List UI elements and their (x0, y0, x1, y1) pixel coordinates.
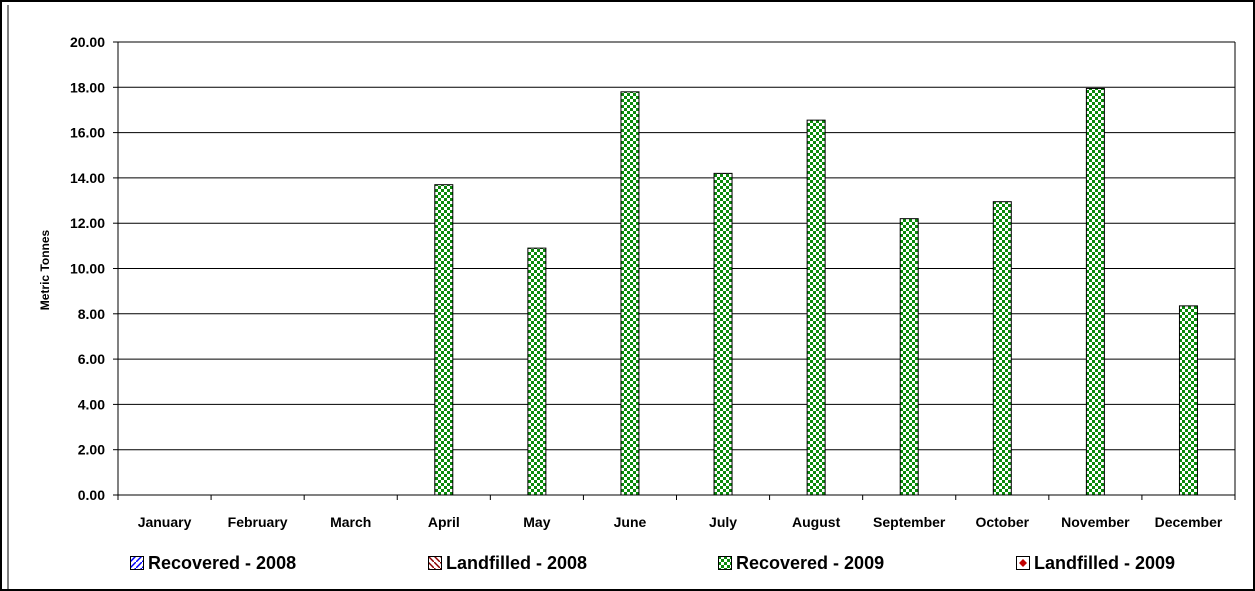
bar-september (899, 218, 919, 496)
x-tick-label: October (975, 514, 1029, 530)
legend-item-landfilled-2008: Landfilled - 2008 (428, 548, 587, 578)
bar-august (806, 119, 826, 496)
x-tick-label: May (523, 514, 550, 530)
y-tick-label: 18.00 (70, 79, 105, 95)
bar-april (434, 184, 454, 496)
legend-label: Recovered - 2009 (736, 552, 885, 573)
y-axis-title: Metric Tonnes (38, 229, 52, 310)
bar-december (1178, 305, 1198, 496)
x-tick-label: September (873, 514, 946, 530)
x-tick-label: February (228, 514, 288, 530)
y-tick-label: 0.00 (78, 487, 105, 503)
y-tick-label: 14.00 (70, 170, 105, 186)
legend-item-recovered-2008: Recovered - 2008 (130, 548, 296, 578)
bar-may (527, 247, 547, 496)
x-tick-label: March (330, 514, 371, 530)
x-tick-label: June (614, 514, 647, 530)
bar-october (992, 201, 1012, 496)
x-tick-label: November (1061, 514, 1130, 530)
x-tick-label: December (1155, 514, 1223, 530)
y-tick-label: 4.00 (78, 396, 105, 412)
y-tick-label: 6.00 (78, 351, 105, 367)
x-tick-label: April (428, 514, 460, 530)
x-tick-label: August (792, 514, 841, 530)
bar-july (713, 172, 733, 496)
legend: Recovered - 2008 Landfilled - 2008 Recov… (0, 548, 1255, 578)
bar-june (620, 91, 640, 496)
legend-item-landfilled-2009: Landfilled - 2009 (1016, 548, 1175, 578)
legend-swatch-landfilled-2008 (428, 556, 442, 570)
y-tick-label: 2.00 (78, 442, 105, 458)
legend-label: Landfilled - 2008 (446, 552, 588, 573)
y-tick-label: 20.00 (70, 34, 105, 50)
y-tick-label: 10.00 (70, 261, 105, 277)
legend-swatch-landfilled-2009 (1016, 556, 1030, 570)
x-tick-label: July (709, 514, 737, 530)
y-tick-label: 8.00 (78, 306, 105, 322)
legend-label: Recovered - 2008 (148, 552, 297, 573)
legend-swatch-recovered-2008 (130, 556, 144, 570)
y-tick-label: 16.00 (70, 125, 105, 141)
x-axis-ticks: January February March April May June July Augu… (117, 495, 1236, 530)
y-tick-label: 12.00 (70, 215, 105, 231)
x-tick-label: January (138, 514, 192, 530)
legend-item-recovered-2009: Recovered - 2009 (718, 548, 884, 578)
legend-swatch-recovered-2009 (718, 556, 732, 570)
gridlines (117, 41, 1236, 496)
bars (434, 87, 1198, 496)
bar-november (1085, 87, 1105, 496)
legend-label: Landfilled - 2009 (1034, 552, 1176, 573)
y-axis-ticks: 0.00 2.00 4.00 6.00 8.00 10.00 12.00 14.00 16.00… (70, 34, 118, 503)
